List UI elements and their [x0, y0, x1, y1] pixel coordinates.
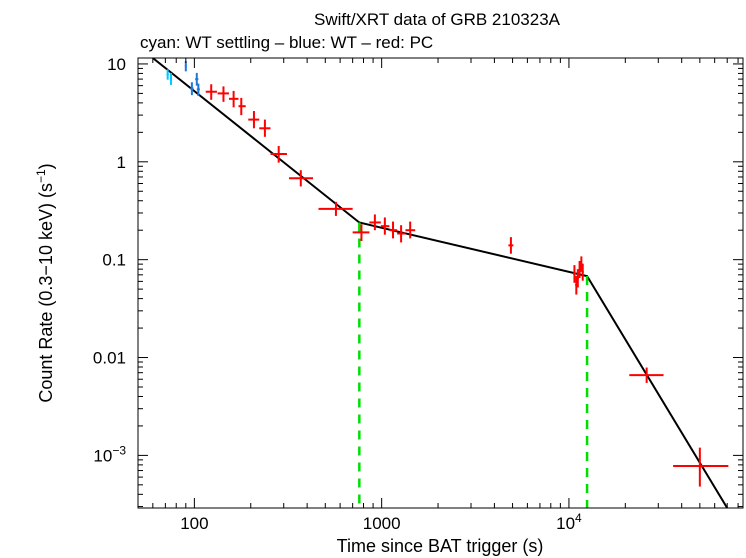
data-point [389, 221, 398, 239]
series-wt-settling [166, 69, 173, 85]
data-point [196, 83, 200, 97]
data-point [217, 86, 229, 102]
y-tick-label-base: 1 [117, 153, 126, 172]
data-point [248, 111, 260, 129]
data-point [238, 97, 246, 116]
data-point [270, 146, 287, 163]
data-point [318, 201, 353, 216]
x-tick-label-base: 10 [556, 514, 575, 533]
chart-subtitle: cyan: WT settling – blue: WT – red: PC [140, 33, 433, 52]
y-tick-label-base: 10 [107, 55, 126, 74]
x-axis: 100 1000 104 [137, 58, 739, 533]
x-tick-label-exp: 4 [575, 511, 582, 525]
data-point [228, 90, 239, 108]
data-point [259, 119, 271, 137]
data-point [190, 82, 194, 96]
chart-title: Swift/XRT data of GRB 210323A [314, 10, 561, 29]
y-tick-label: 10−3 [93, 443, 126, 465]
y-axis-label-main: Count Rate (0.3−10 keV) (s [36, 183, 56, 403]
data-point [288, 170, 314, 187]
y-axis-label-exp: −1 [34, 169, 48, 183]
data-point [397, 225, 406, 243]
model-fit-line [152, 58, 729, 508]
data-point [581, 263, 584, 281]
data-point [673, 447, 729, 487]
data-point [195, 72, 199, 86]
data-point [578, 260, 581, 278]
y-axis-label: Count Rate (0.3−10 keV) (s−1) [34, 163, 56, 402]
x-axis-label: Time since BAT trigger (s) [337, 536, 544, 556]
y-tick-label-base: 0.1 [102, 251, 126, 270]
y-tick-label: 0.1 [102, 251, 126, 270]
y-tick-label: 0.01 [93, 349, 126, 368]
data-point [629, 367, 664, 383]
y-tick-label-base: 0.01 [93, 349, 126, 368]
data-point [380, 217, 390, 235]
plot-area [152, 58, 729, 508]
data-point [352, 224, 370, 242]
x-tick-label-base: 100 [180, 514, 208, 533]
plot-frame [137, 57, 744, 509]
data-point [576, 269, 579, 288]
series-wt [184, 61, 200, 97]
y-tick-label: 1 [117, 153, 126, 172]
y-tick-label-exp: −3 [112, 443, 126, 457]
data-point [369, 214, 381, 231]
data-point [508, 237, 514, 254]
data-point [169, 72, 173, 85]
plot-inner [152, 58, 729, 508]
x-tick-label: 100 [180, 514, 208, 533]
y-axis-label-close: ) [36, 163, 56, 169]
x-tick-label: 104 [556, 511, 582, 533]
y-tick-label-base: 10 [93, 446, 112, 465]
series-pc [205, 84, 729, 487]
data-point [572, 265, 576, 283]
data-point [205, 84, 217, 100]
x-tick-label: 1000 [363, 514, 401, 533]
x-tick-label-base: 1000 [363, 514, 401, 533]
data-point [405, 221, 416, 239]
y-tick-label: 10 [107, 55, 126, 74]
data-point [166, 69, 169, 80]
